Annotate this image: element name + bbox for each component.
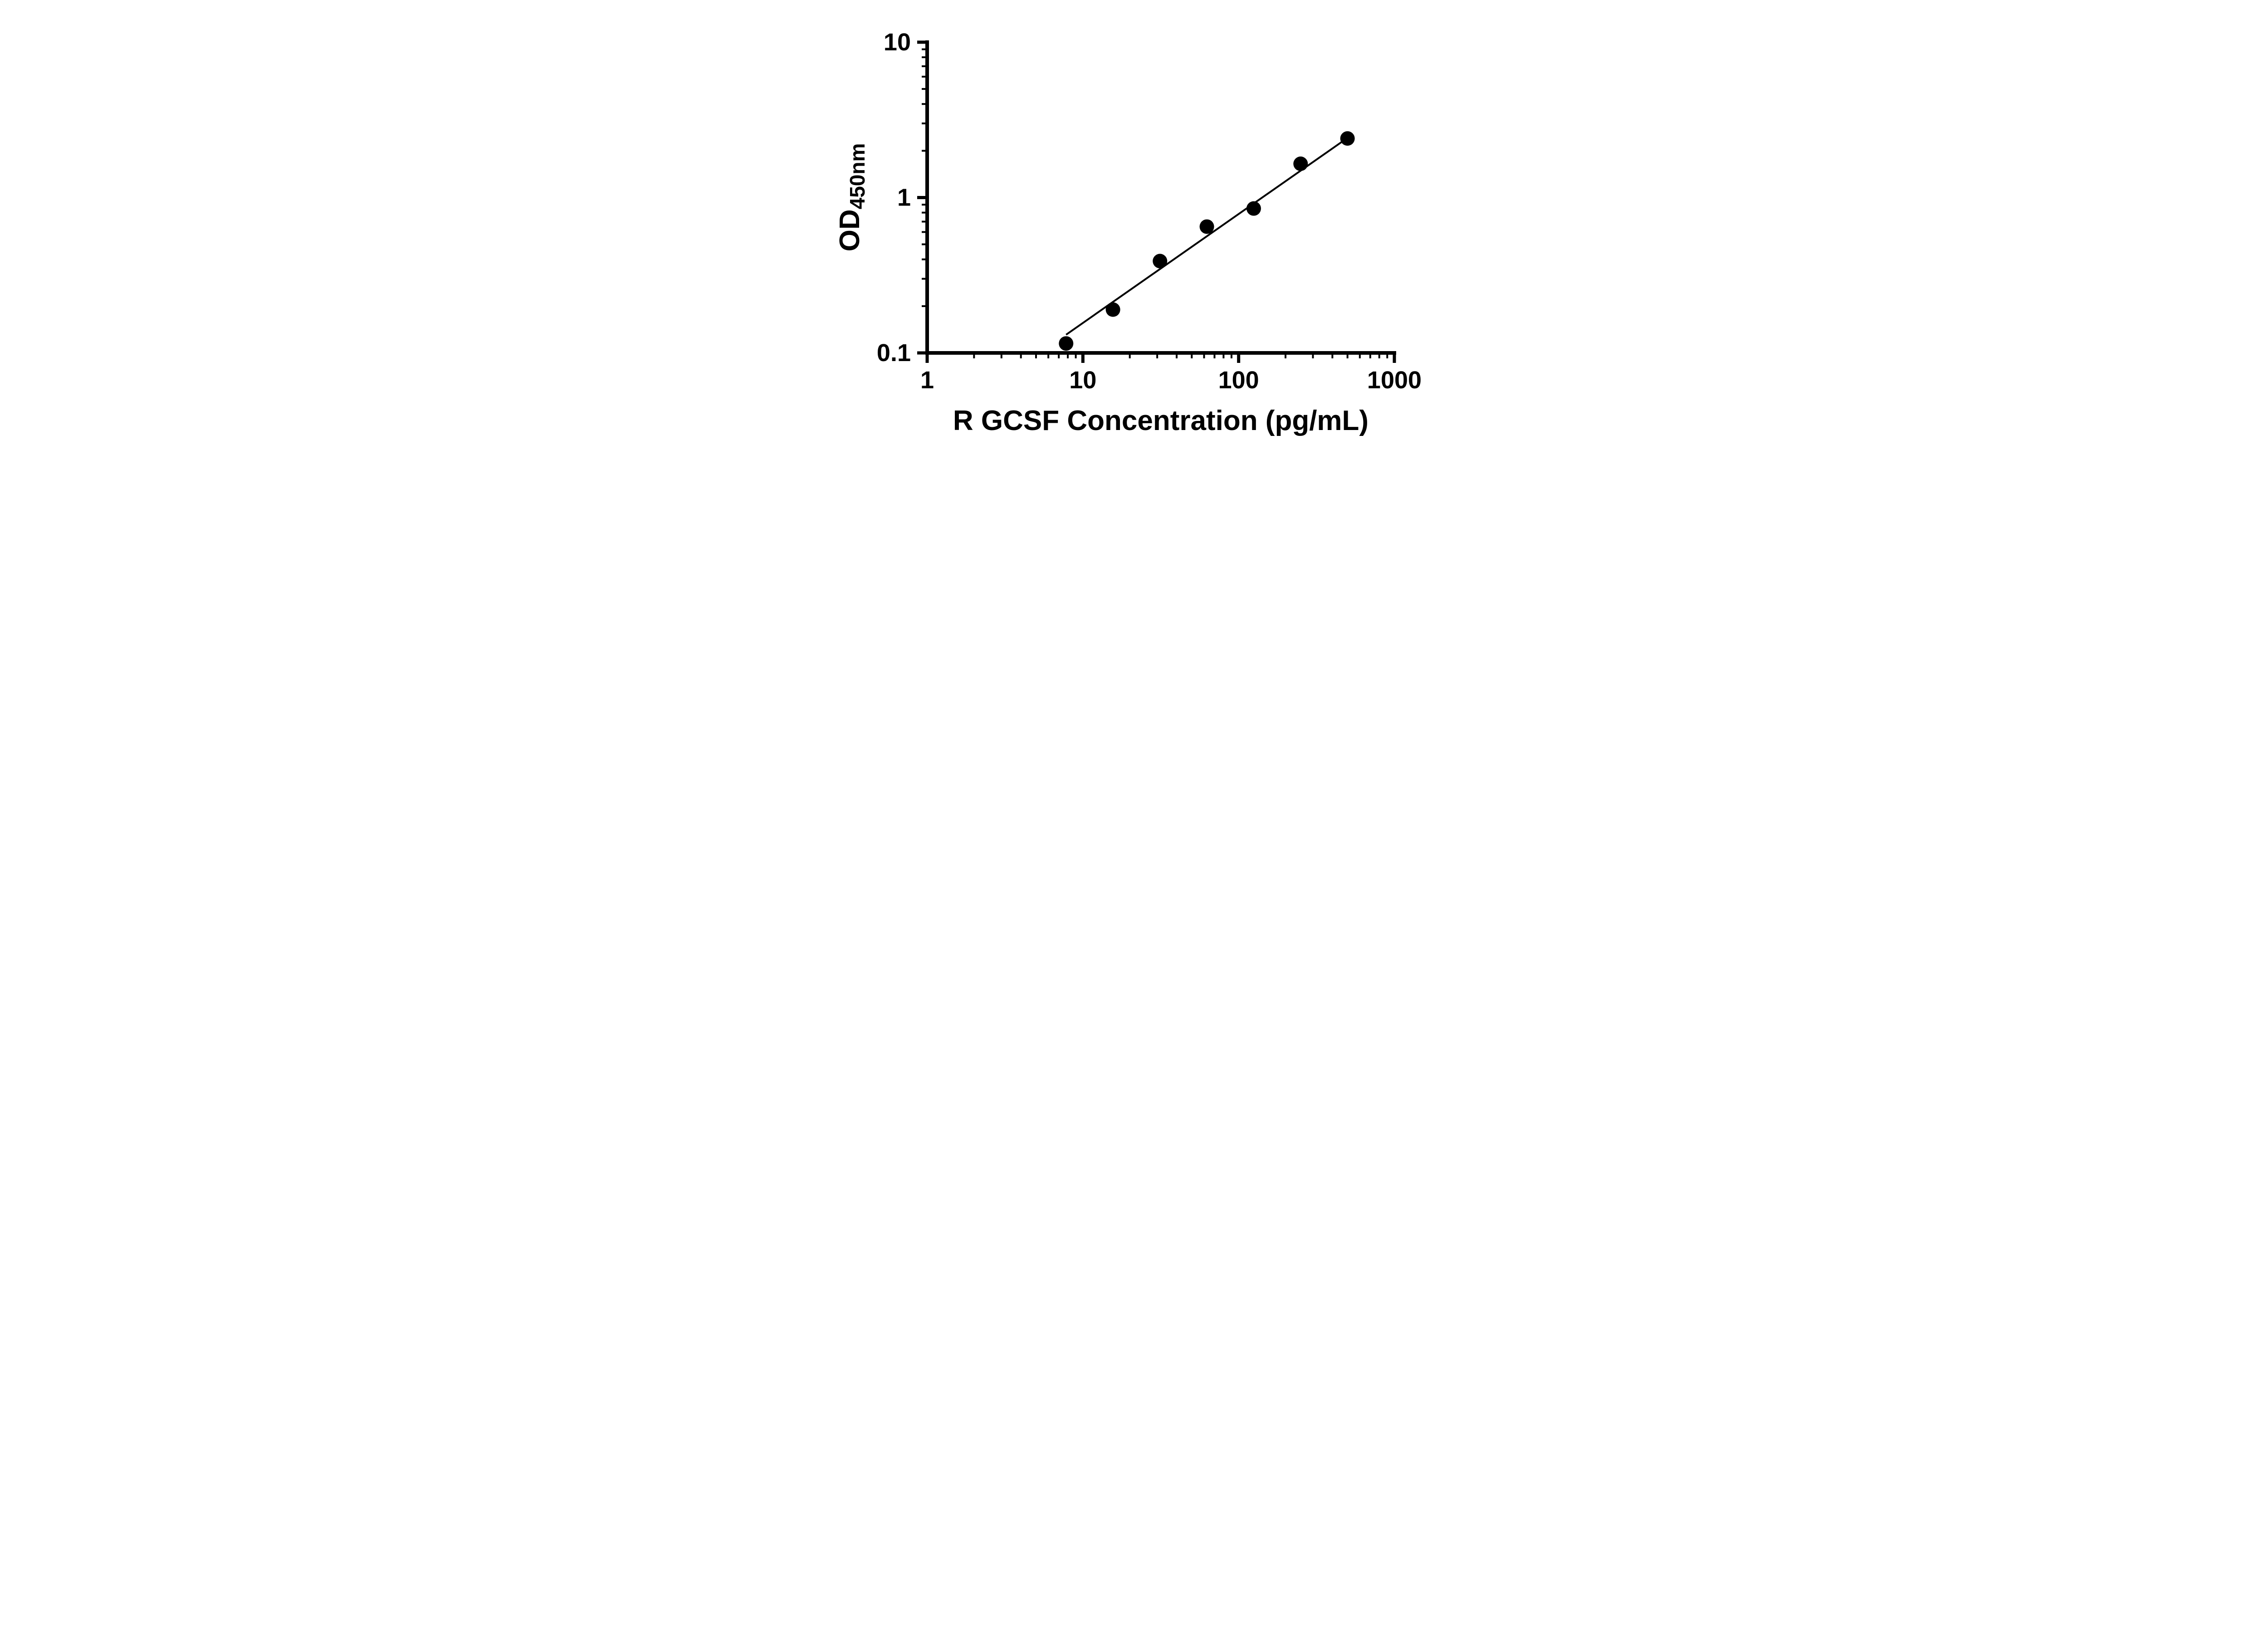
- x-axis-title: R GCSF Concentration (pg/mL): [953, 405, 1369, 436]
- svg-text:0.1: 0.1: [877, 339, 911, 367]
- standard-curve-chart: 1 10 100 1000 0.1 1 10 R GCSF Concentration (p…: [816, 0, 1452, 454]
- svg-text:10: 10: [1069, 367, 1096, 394]
- svg-text:10: 10: [884, 29, 911, 56]
- axis-ticks: [917, 40, 1396, 363]
- svg-text:100: 100: [1218, 367, 1259, 394]
- data-series: [1059, 131, 1355, 351]
- svg-text:1: 1: [897, 184, 911, 211]
- svg-text:1000: 1000: [1367, 367, 1422, 394]
- y-axis-title-subscript: 450nm: [846, 143, 869, 210]
- y-axis-title: OD450nm: [834, 143, 869, 252]
- axes: [925, 40, 1396, 355]
- chart-canvas: 1 10 100 1000 0.1 1 10 R GCSF Concentration (p…: [834, 29, 1422, 436]
- y-axis-title-main: OD: [834, 209, 865, 251]
- svg-text:1: 1: [920, 367, 934, 394]
- tick-labels: 1 10 100 1000 0.1 1 10: [877, 29, 1422, 394]
